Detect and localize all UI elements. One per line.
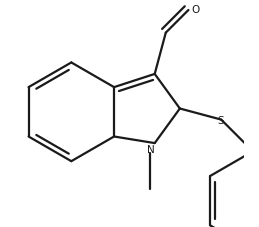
Text: N: N: [147, 144, 154, 154]
Text: O: O: [191, 5, 199, 15]
Text: S: S: [218, 115, 225, 125]
